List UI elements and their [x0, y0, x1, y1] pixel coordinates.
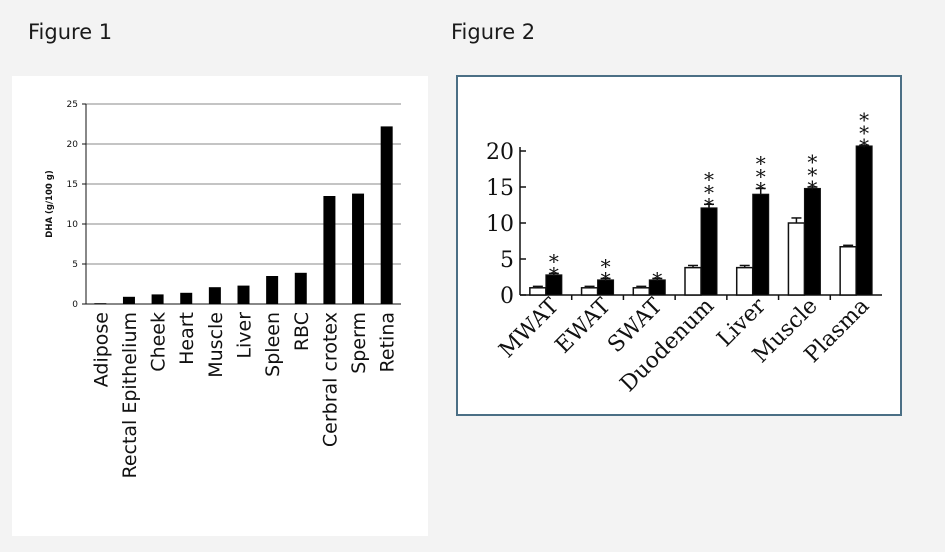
- bar-treatment: [597, 279, 615, 296]
- bar-treatment: [700, 207, 718, 296]
- bar: [380, 126, 393, 305]
- figure-2-panel: 0 5 10 15 20 * * MWAT * * EWAT * SWAT * * * Duodenum * * * L…: [456, 75, 902, 416]
- bar-control: [735, 266, 754, 296]
- y-tick-label: 0: [500, 284, 514, 309]
- bar-treatment: [648, 279, 666, 296]
- bar-control: [684, 266, 702, 296]
- significance-star: *: [756, 164, 766, 188]
- x-category-label: Muscle: [205, 312, 227, 378]
- bar-control: [529, 287, 547, 296]
- y-tick-label: 0: [72, 300, 78, 310]
- x-category-label: Retina: [377, 312, 399, 372]
- significance-star: *: [756, 177, 766, 201]
- bar-treatment: [545, 274, 563, 296]
- x-category-label: Cerbral crotex: [319, 312, 341, 447]
- bar-control: [839, 246, 857, 296]
- significance-star: *: [704, 193, 714, 217]
- x-category-label: Heart: [176, 312, 198, 365]
- bar: [208, 287, 221, 304]
- y-axis-label: DHA (g/100 g): [45, 170, 55, 238]
- significance-star: *: [807, 150, 817, 174]
- x-category-label: Adipose: [90, 312, 112, 387]
- y-tick-label: 10: [486, 212, 514, 237]
- x-category-label: Rectal Epithelium: [119, 312, 141, 479]
- bar: [151, 294, 164, 304]
- significance-star: *: [859, 134, 869, 158]
- bar: [94, 303, 107, 305]
- bar-control: [787, 222, 806, 296]
- y-tick-label: 25: [67, 100, 78, 110]
- bar-treatment: [855, 145, 873, 296]
- bar-treatment: [752, 193, 770, 296]
- y-tick-label: 20: [67, 140, 79, 150]
- significance-star: *: [859, 121, 869, 145]
- significance-star: *: [652, 267, 662, 291]
- bar: [237, 285, 250, 304]
- significance-star: *: [704, 180, 714, 204]
- figure-2-title: Figure 2: [451, 20, 536, 44]
- x-category-label: Sperm: [348, 312, 370, 374]
- significance-star: *: [859, 108, 869, 132]
- y-tick-label: 15: [67, 180, 78, 190]
- bar-control: [632, 287, 651, 296]
- x-category-label: Cheek: [148, 312, 170, 372]
- bar: [180, 292, 193, 304]
- significance-star: *: [704, 167, 714, 191]
- y-tick-label: 15: [486, 176, 514, 201]
- significance-star: *: [807, 163, 817, 187]
- y-tick-label: 20: [486, 140, 514, 165]
- x-category-label: RBC: [291, 312, 313, 351]
- x-category-label: EWAT: [551, 293, 616, 358]
- y-tick-label: 10: [67, 220, 79, 230]
- bar-treatment: [803, 187, 821, 296]
- x-category-label: Liver: [234, 312, 256, 359]
- figure-1-chart: 0 5 10 15 20 25 DHA (g/100 g) Adipose Rectal Epi…: [45, 100, 401, 479]
- figure-1-title: Figure 1: [28, 20, 113, 44]
- bar: [294, 272, 307, 304]
- bar: [122, 296, 135, 304]
- significance-star: *: [807, 176, 817, 200]
- bar: [323, 196, 336, 304]
- significance-star: *: [549, 249, 559, 273]
- significance-star: *: [601, 267, 611, 291]
- figure-1-panel: 0 5 10 15 20 25 DHA (g/100 g) Adipose Rectal Epi…: [12, 76, 428, 536]
- bar-control: [580, 287, 599, 296]
- y-tick-label: 5: [72, 260, 78, 270]
- significance-star: *: [601, 254, 611, 278]
- x-category-label: Spleen: [262, 312, 284, 377]
- bar: [266, 276, 279, 304]
- significance-star: *: [756, 151, 766, 175]
- significance-star: *: [549, 262, 559, 286]
- y-tick-label: 5: [500, 248, 514, 273]
- figure-2-chart: 05101520**MWAT**EWAT*SWAT***Duodenum***L…: [486, 108, 882, 397]
- bar: [352, 193, 365, 304]
